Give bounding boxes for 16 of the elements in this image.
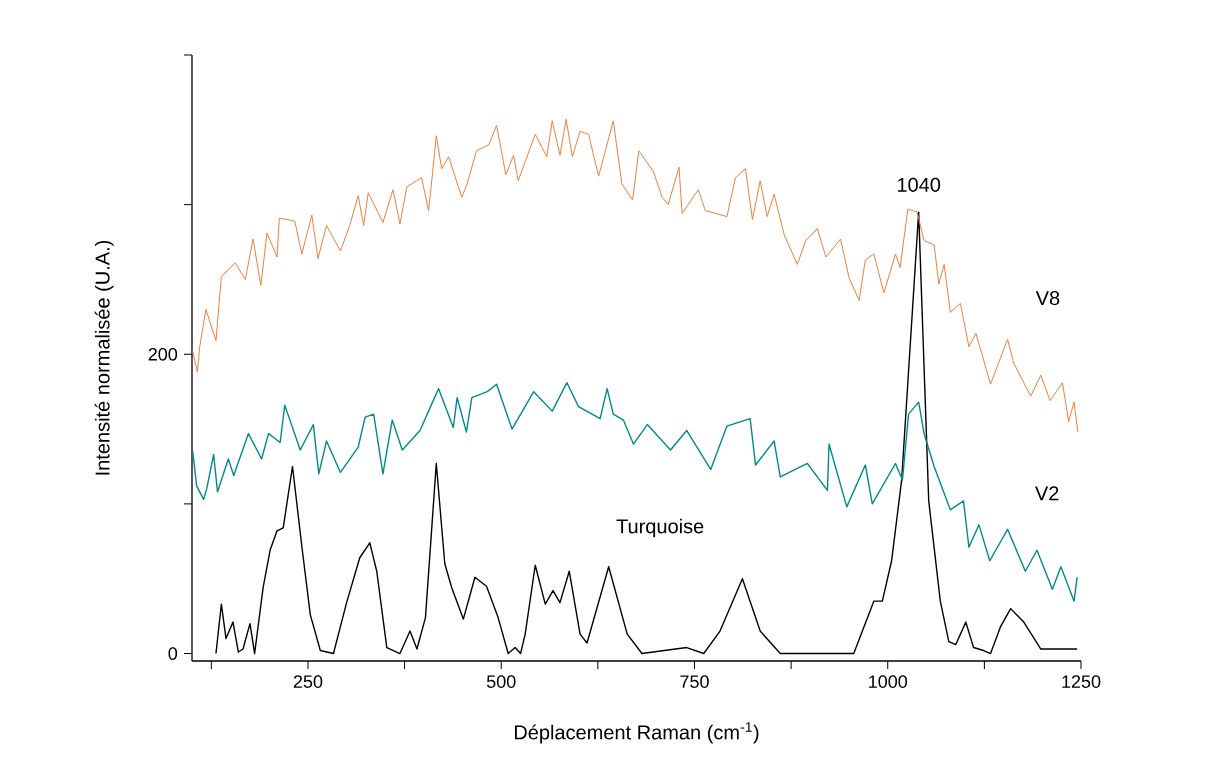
text: V8 <box>1035 290 1060 306</box>
line-series <box>192 381 1078 602</box>
line-series <box>215 211 1078 655</box>
x-tick-label: 1250 <box>1062 675 1101 688</box>
annotation: 1040 <box>897 177 941 192</box>
y-axis-title: Intensité normalisée (U.A.) <box>94 240 114 475</box>
x-tick-label: 250 <box>293 675 323 688</box>
x-axis-title: Déplacement Raman (cm$^{-1}$) <box>514 722 759 744</box>
line-series <box>192 118 1079 433</box>
x-tick-label: 500 <box>486 675 516 688</box>
text: V2 <box>1035 486 1059 501</box>
y-tick-label: 200 <box>148 347 178 361</box>
x-tick-label: 1000 <box>869 675 908 688</box>
series-label: Turquoise <box>616 518 704 538</box>
x-tick-label: 750 <box>680 675 709 688</box>
y-tick-label: 0 <box>168 647 178 660</box>
